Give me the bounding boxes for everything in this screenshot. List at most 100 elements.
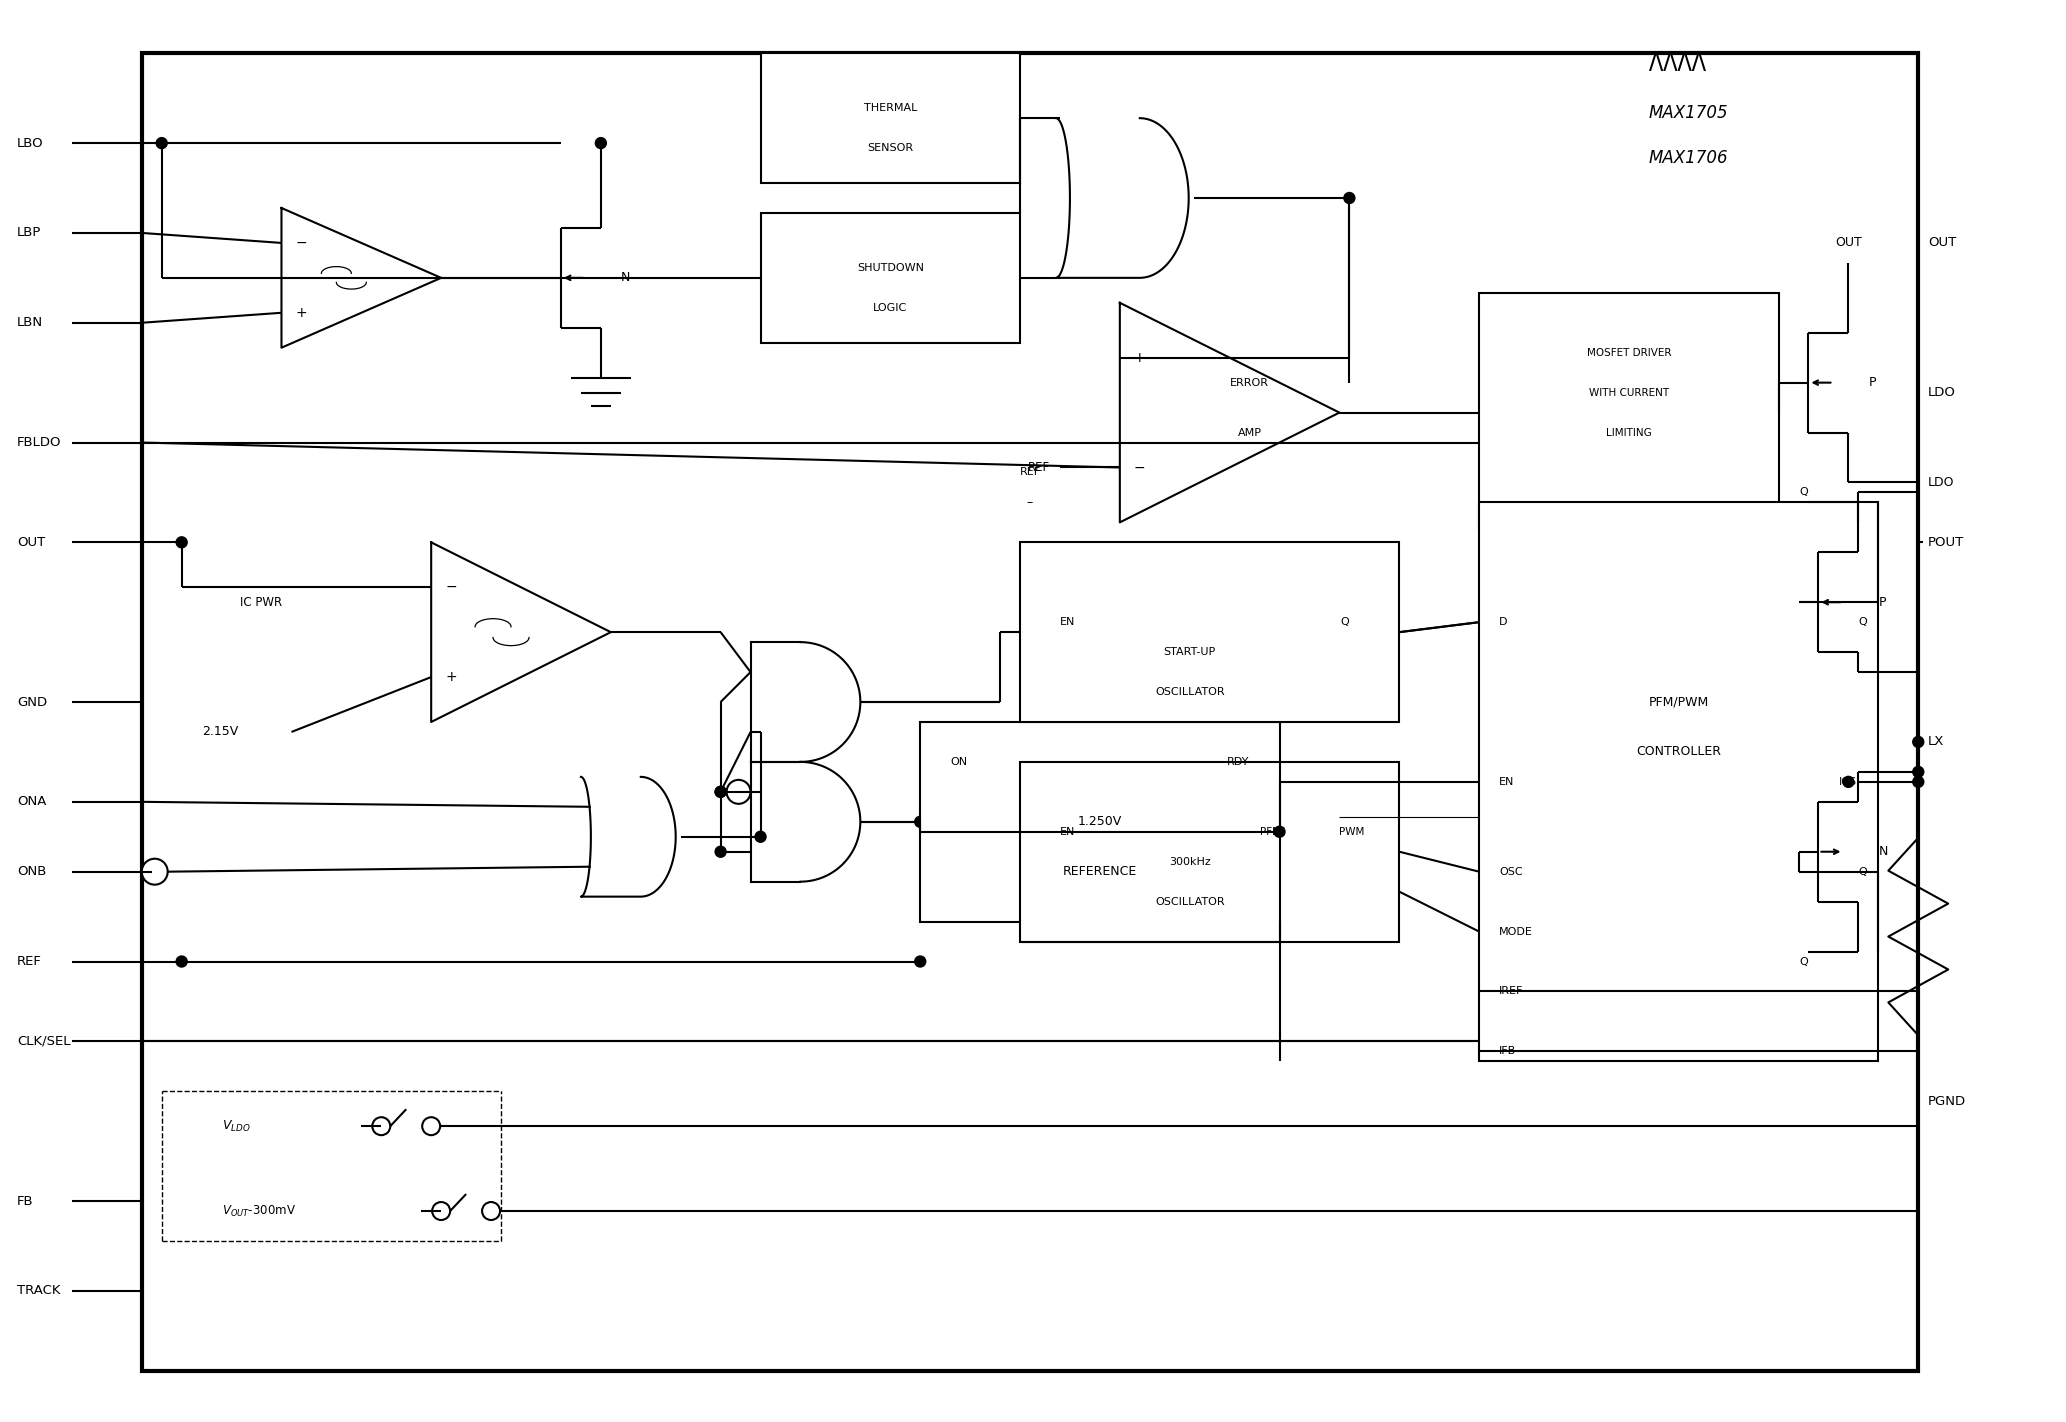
Text: AMP: AMP — [1238, 428, 1262, 438]
Text: LDO: LDO — [1928, 476, 1954, 489]
Text: 300kHz: 300kHz — [1169, 856, 1211, 866]
Text: MOSFET DRIVER: MOSFET DRIVER — [1587, 348, 1671, 358]
Text: −: − — [1134, 461, 1147, 475]
Text: OUT: OUT — [1928, 236, 1957, 249]
Text: LX: LX — [1928, 735, 1944, 748]
Text: P: P — [1878, 596, 1886, 609]
Bar — [919, 722, 1279, 921]
Bar — [760, 53, 1021, 183]
Circle shape — [715, 786, 725, 798]
Text: EN: EN — [1060, 826, 1074, 836]
Circle shape — [1843, 776, 1853, 788]
Text: PWM: PWM — [1339, 826, 1366, 836]
Text: POUT: POUT — [1928, 536, 1965, 549]
Text: EN: EN — [1060, 617, 1074, 627]
Text: ERROR: ERROR — [1229, 378, 1269, 388]
Text: PFM/: PFM/ — [1260, 826, 1285, 836]
Text: FBLDO: FBLDO — [17, 437, 62, 449]
Text: –: – — [1027, 496, 1033, 509]
Bar — [1479, 293, 1779, 532]
Text: LBO: LBO — [17, 137, 43, 149]
Text: $V_{LDO}$: $V_{LDO}$ — [221, 1119, 250, 1133]
Text: D: D — [1500, 617, 1508, 627]
Text: ICS: ICS — [1839, 776, 1857, 786]
Text: Q: Q — [1859, 866, 1868, 877]
Bar — [1479, 502, 1878, 1061]
Text: TRACK: TRACK — [17, 1284, 60, 1297]
Text: ON: ON — [950, 757, 967, 766]
Text: $V_{OUT}$-300mV: $V_{OUT}$-300mV — [221, 1203, 295, 1219]
Text: 1.250V: 1.250V — [1078, 815, 1122, 828]
Circle shape — [715, 846, 725, 857]
Circle shape — [157, 138, 167, 149]
Text: OUT: OUT — [1835, 236, 1861, 249]
Text: IREF: IREF — [1500, 987, 1523, 997]
Text: Q: Q — [1341, 617, 1349, 627]
Text: +: + — [446, 670, 457, 684]
Text: REF: REF — [1029, 461, 1050, 474]
Text: WITH CURRENT: WITH CURRENT — [1589, 388, 1669, 398]
Circle shape — [176, 956, 188, 967]
Text: LOGIC: LOGIC — [874, 303, 907, 313]
Text: OSCILLATOR: OSCILLATOR — [1155, 687, 1225, 697]
Text: CLK/SEL: CLK/SEL — [17, 1035, 70, 1048]
Text: −: − — [295, 236, 308, 250]
Circle shape — [1343, 192, 1355, 203]
Text: PGND: PGND — [1928, 1095, 1967, 1108]
Text: OUT: OUT — [17, 536, 45, 549]
Text: FB: FB — [17, 1194, 33, 1207]
Bar — [760, 213, 1021, 343]
Text: REF: REF — [1019, 468, 1041, 478]
Circle shape — [1275, 826, 1285, 838]
Circle shape — [915, 956, 926, 967]
Circle shape — [372, 1118, 390, 1135]
Text: +: + — [295, 306, 308, 320]
Circle shape — [1913, 776, 1923, 788]
Text: RDY: RDY — [1227, 757, 1250, 766]
Text: ONA: ONA — [17, 795, 45, 808]
Circle shape — [915, 816, 926, 828]
Bar — [143, 53, 1917, 1371]
Circle shape — [143, 859, 167, 884]
Bar — [1021, 762, 1399, 941]
Text: LBP: LBP — [17, 226, 41, 239]
Circle shape — [715, 786, 725, 798]
Text: OSC: OSC — [1500, 866, 1523, 877]
Text: MAX1706: MAX1706 — [1649, 149, 1729, 166]
Text: REFERENCE: REFERENCE — [1062, 865, 1136, 879]
Text: N: N — [620, 272, 630, 284]
Circle shape — [432, 1202, 450, 1220]
Text: LBN: LBN — [17, 316, 43, 330]
Text: /\/\/\/\: /\/\/\/\ — [1649, 54, 1707, 73]
Text: Q: Q — [1799, 488, 1808, 498]
Text: SENSOR: SENSOR — [868, 144, 913, 154]
Bar — [1021, 542, 1399, 722]
Text: EN: EN — [1500, 776, 1514, 786]
Circle shape — [1275, 916, 1285, 927]
Text: SHUTDOWN: SHUTDOWN — [857, 263, 924, 273]
Text: N: N — [1878, 845, 1888, 859]
Text: P: P — [1868, 377, 1876, 390]
Text: ONB: ONB — [17, 865, 45, 879]
Circle shape — [176, 538, 188, 547]
Text: OSCILLATOR: OSCILLATOR — [1155, 897, 1225, 907]
Text: LDO: LDO — [1928, 387, 1957, 400]
Circle shape — [481, 1202, 500, 1220]
Text: 2.15V: 2.15V — [202, 725, 238, 738]
Text: GND: GND — [17, 695, 48, 708]
Text: REF: REF — [17, 956, 41, 968]
Text: −: − — [446, 580, 457, 594]
Text: IFB: IFB — [1500, 1047, 1516, 1057]
Text: LIMITING: LIMITING — [1605, 428, 1651, 438]
Circle shape — [1275, 816, 1285, 828]
Circle shape — [754, 832, 766, 842]
Text: THERMAL: THERMAL — [864, 104, 917, 114]
Circle shape — [421, 1118, 440, 1135]
Text: Q: Q — [1799, 957, 1808, 967]
Circle shape — [595, 138, 605, 149]
Text: MAX1705: MAX1705 — [1649, 104, 1729, 122]
Text: +: + — [1134, 351, 1147, 364]
Text: PFM/PWM: PFM/PWM — [1649, 695, 1709, 708]
Circle shape — [1913, 766, 1923, 778]
Text: START-UP: START-UP — [1163, 647, 1215, 657]
